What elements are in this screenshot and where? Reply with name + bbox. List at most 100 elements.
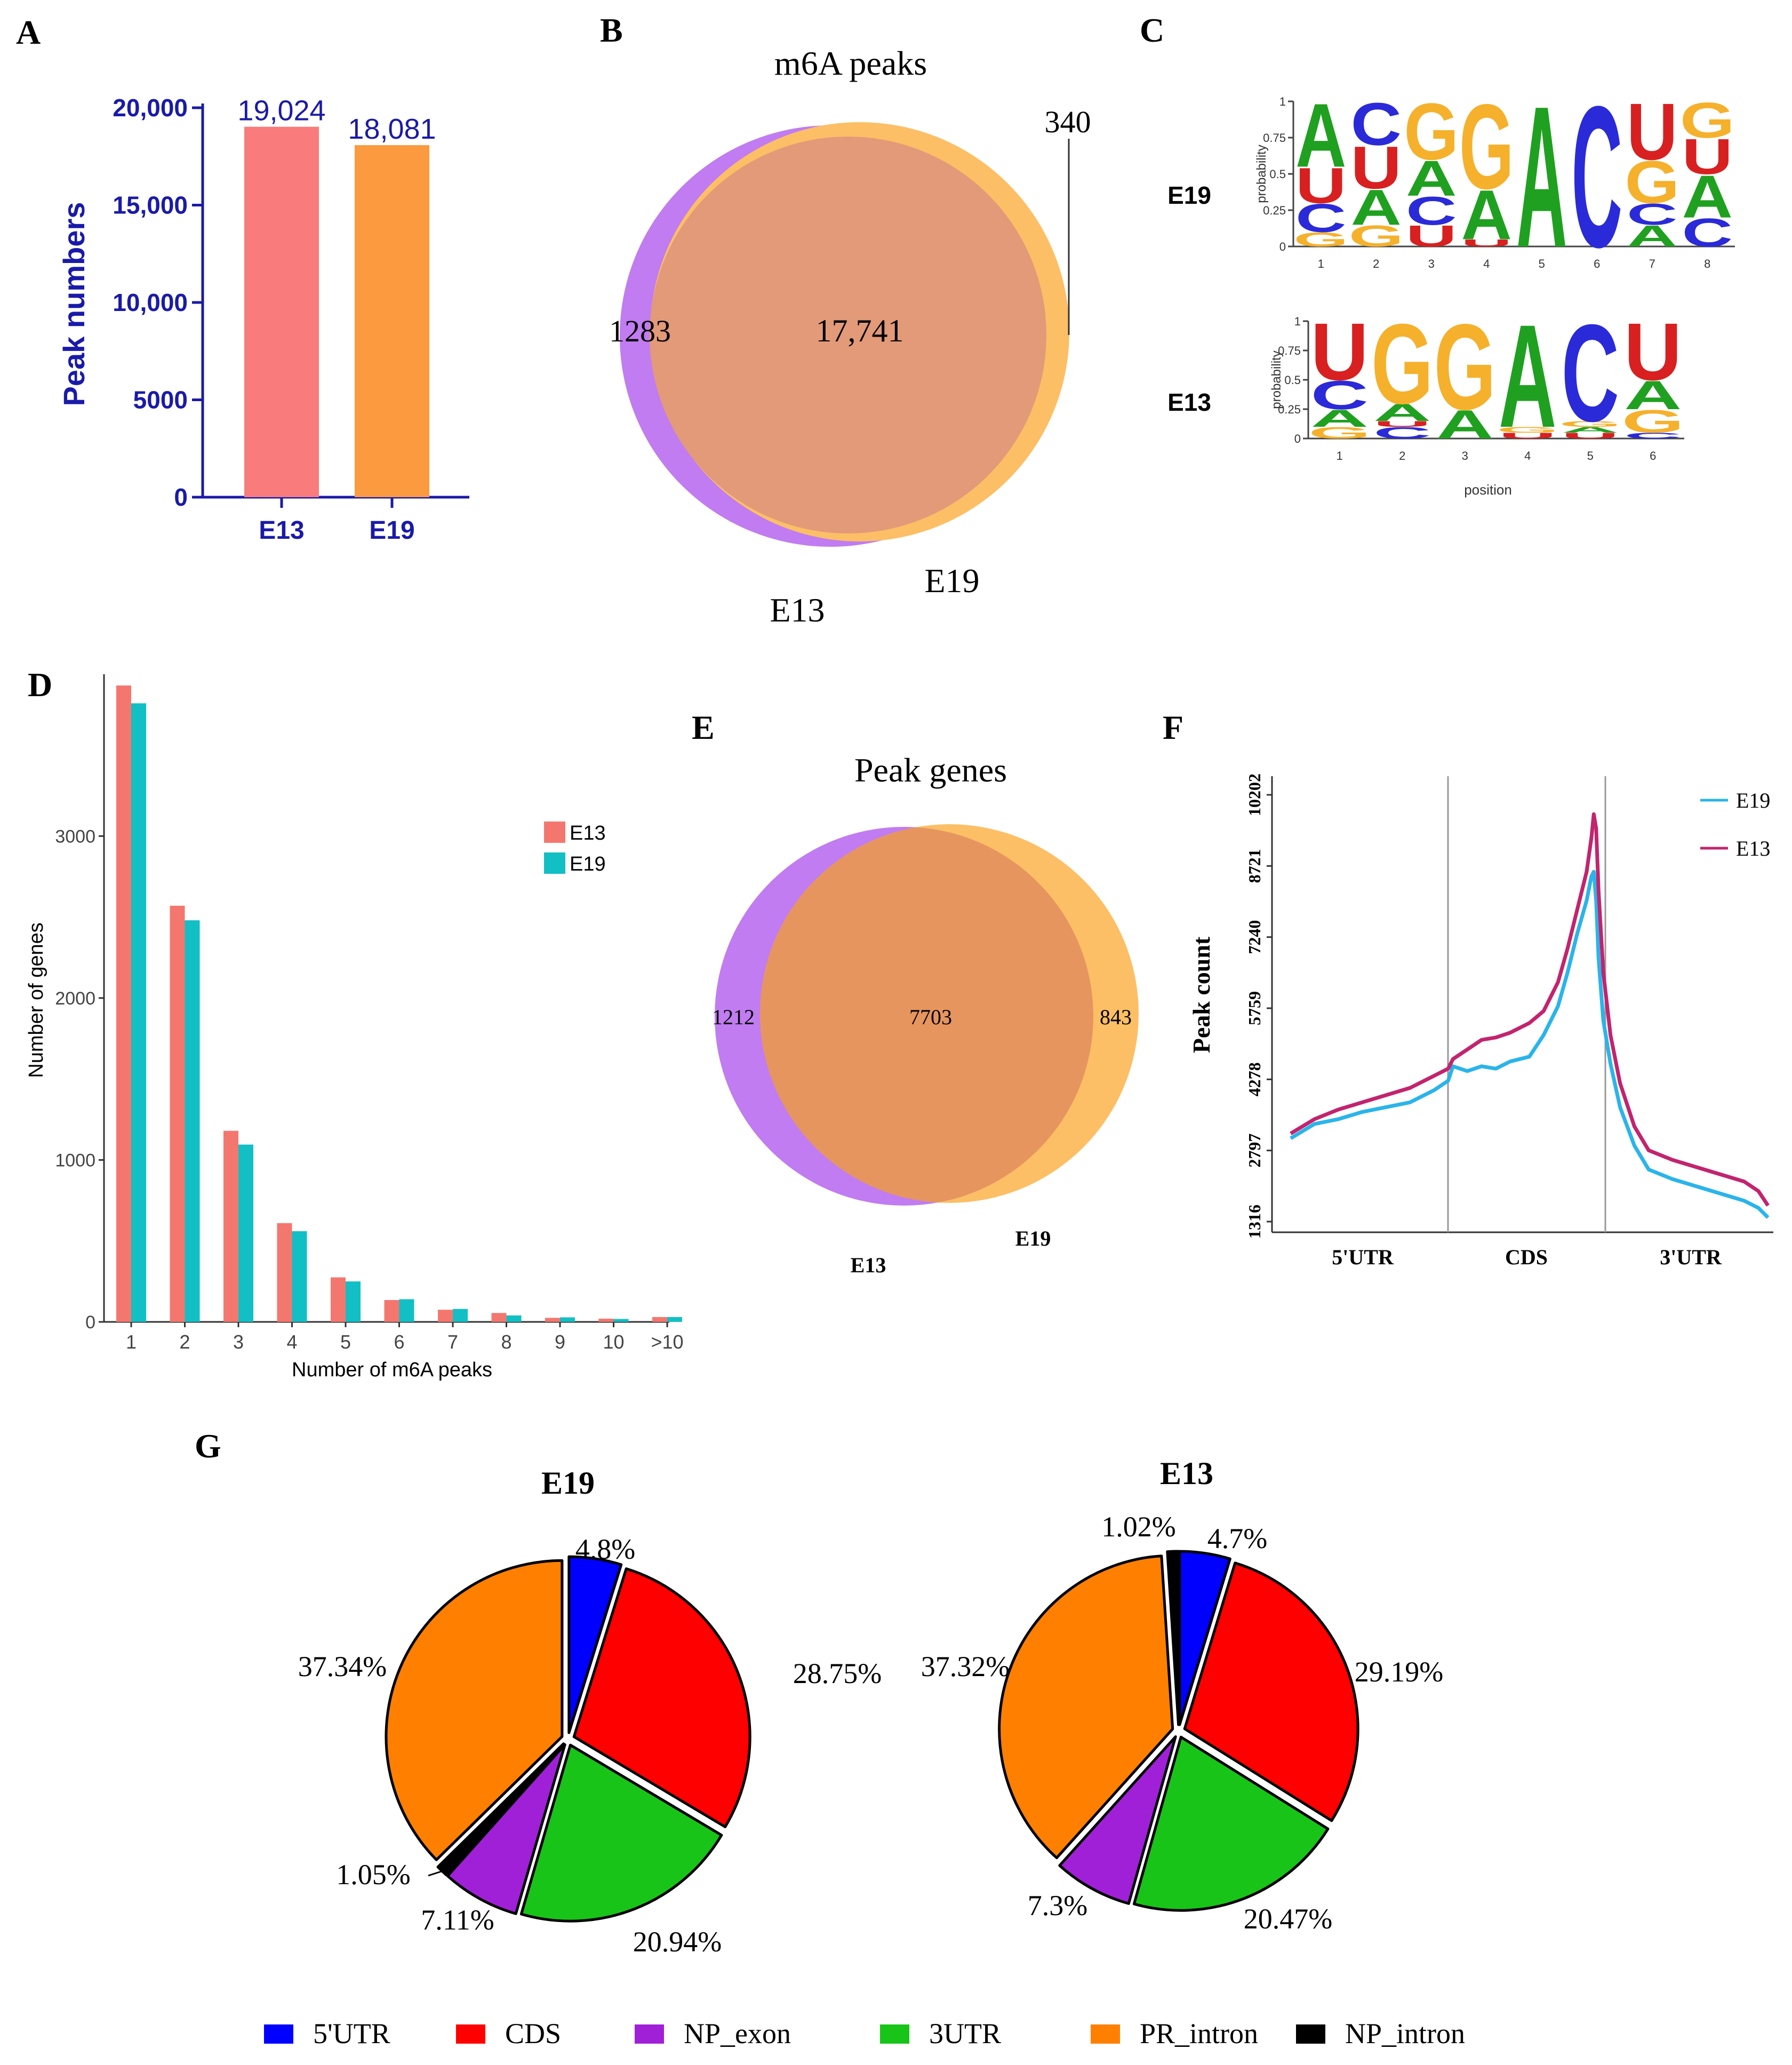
logo-position-label: 6 [1594,257,1600,270]
y-tick-label: 5759 [1245,991,1264,1025]
y-tick-label: 3000 [55,826,95,847]
y-axis-title: Number of genes [25,922,47,1078]
x-tick-label: E19 [369,516,414,545]
y-tick-label: 7240 [1245,920,1264,954]
venn-count-overlap: 17,741 [816,313,904,348]
panel-label-g: G [195,1427,221,1465]
y-tick-label: 0 [174,483,188,511]
x-tick-label: 6 [394,1331,404,1353]
panel-g-pie-charts: E19 4.8% 28.75% 7.11% 20.94% 37.34% 1.05% E13 4.… [264,1456,1465,2050]
logo-position-label: 5 [1539,257,1545,270]
logo-letter-c: C [1627,197,1678,231]
y-tick-label: 2000 [55,988,95,1009]
bar-value-label: 19,024 [237,95,325,127]
logo-letter-g: G [1293,228,1348,251]
logo-letter-u: U [1373,419,1431,428]
y-tick-label: 15,000 [113,192,188,219]
pie-slice-np-intron [1166,1550,1180,1726]
bar-e19 [560,1317,575,1322]
legend-swatch-np-exon [635,2024,664,2044]
venn-overlap-region [650,137,1046,533]
venn-count-overlap: 7703 [909,1005,952,1029]
logo-x-axis-title: position [1464,482,1512,498]
bar-e13 [545,1318,560,1322]
logo-position-label: 4 [1483,257,1490,270]
panel-label-a: A [16,13,41,51]
bar-e13 [170,905,185,1322]
logo-position-label: 8 [1704,257,1710,270]
legend-swatch-e13 [544,822,565,843]
bar-e19 [506,1315,522,1322]
panel-c-sequence-logos: E1900.250.50.751probability1GCUA2GAUC3UC… [1167,64,1735,498]
x-tick-label: 5 [340,1331,351,1353]
legend-swatch-3utr [880,2024,909,2044]
logo-letter-c: C [1373,424,1431,442]
bar-e13 [223,1130,238,1322]
pie-slice-label: 7.11% [421,1904,494,1936]
region-label: CDS [1505,1245,1548,1269]
venn-set-label-e13: E13 [770,591,825,629]
logo-y-tick-label: 0.25 [1278,403,1301,416]
legend-label: CDS [505,2018,561,2050]
logo-letter-c: C [1571,64,1622,289]
logo-y-tick-label: 0.75 [1263,131,1286,145]
logo-y-tick-label: 0.25 [1263,204,1286,217]
y-axis-title: Peak count [1188,936,1215,1053]
x-tick-label: 8 [501,1331,511,1353]
pie-slice-label: 20.47% [1244,1903,1332,1935]
pie-slice-cds [1183,1561,1359,1822]
pie-slice-label: 4.8% [575,1533,635,1565]
venn-overlap-region [760,827,1093,1203]
panel-f-line-chart: 1316 2797 4278 5759 7240 8721 10202 Peak count 5… [1188,774,1773,1269]
logo-y-tick-label: 0 [1294,432,1301,445]
logo-letter-g: G [1497,425,1559,434]
pie-slice-np-exon [446,1743,566,1915]
logo-letter-c: C [1682,210,1733,255]
venn-count-e13-only: 1283 [609,314,671,348]
bar-e19 [613,1319,629,1322]
bar-e19 [238,1144,253,1322]
logo-letter-c: C [1406,188,1457,233]
logo-letter-g: G [1459,79,1514,214]
logo-letter-c: C [1295,196,1347,241]
legend-swatch-5-utr [264,2024,293,2044]
logo-position-label: 3 [1462,449,1468,463]
logo-letter-u: U [1624,307,1682,397]
venn-title: m6A peaks [774,44,927,82]
bar-e13 [491,1313,507,1322]
legend-label: NP_intron [1345,2018,1465,2050]
panel-a-bar-chart: 0 5000 10,000 15,000 20,000 19,024 E13 18,081 E1… [57,94,469,545]
y-tick-label: 10,000 [113,289,188,316]
region-label: 5'UTR [1332,1245,1394,1269]
pie-slice-label: 37.34% [298,1651,387,1683]
panel-label-c: C [1140,11,1164,49]
pie-slice-3utr [1132,1735,1330,1912]
pie-slice-label: 28.75% [793,1657,882,1689]
logo-letter-u: U [1406,219,1457,253]
bar-e13 [116,685,131,1322]
pie-slice-pr-intron [385,1559,564,1861]
logo-letter-a: A [1499,294,1556,458]
pie-slice-label: 29.19% [1355,1656,1443,1688]
pie-slice-label: 37.32% [921,1651,1010,1683]
legend-label-e13: E13 [570,822,606,844]
logo-position-label: 2 [1399,449,1405,463]
logo-position-label: 4 [1524,449,1531,463]
logo-y-tick-label: 0.5 [1269,168,1286,181]
legend-label-e13: E13 [1736,836,1770,860]
logo-letter-a: A [1436,402,1494,447]
logo-y-tick-label: 0 [1279,240,1286,253]
logo-y-tick-label: 0.75 [1278,344,1301,357]
venn-set-label-e19: E19 [924,562,979,600]
logo-letter-g: G [1622,403,1684,440]
logo-y-tick-label: 1 [1294,315,1301,328]
bar-e19 [355,145,429,498]
logo-letter-u: U [1562,431,1619,440]
panel-b-venn: m6A peaks 1283 17,741 340 E13 E19 [609,44,1091,629]
logo-position-label: 2 [1373,257,1379,270]
venn-count-e19-only: 340 [1045,105,1091,139]
bar-e19 [667,1317,682,1322]
pie-title-e13: E13 [1160,1456,1213,1491]
bar-e19 [453,1309,468,1322]
legend-swatch-np-intron [1296,2024,1325,2044]
